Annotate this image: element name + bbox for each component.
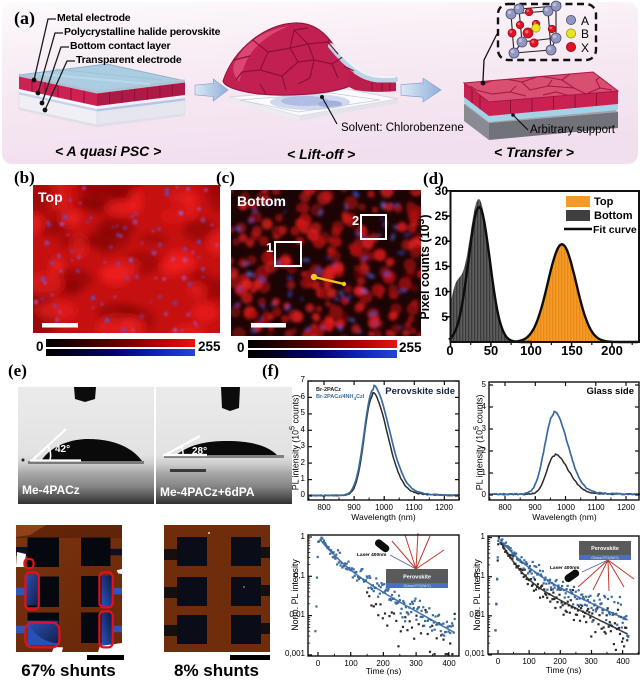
svg-text:Perovskite: Perovskite — [403, 575, 431, 581]
svg-text:Laser 400nm: Laser 400nm — [550, 565, 579, 571]
svg-text:Perovskite: Perovskite — [591, 546, 619, 552]
svg-text:Glass/ITO(NiO): Glass/ITO(NiO) — [403, 583, 431, 588]
svg-text:Glass/ITO(NiO): Glass/ITO(NiO) — [591, 555, 619, 560]
svg-text:Laser 400nm: Laser 400nm — [357, 552, 386, 558]
